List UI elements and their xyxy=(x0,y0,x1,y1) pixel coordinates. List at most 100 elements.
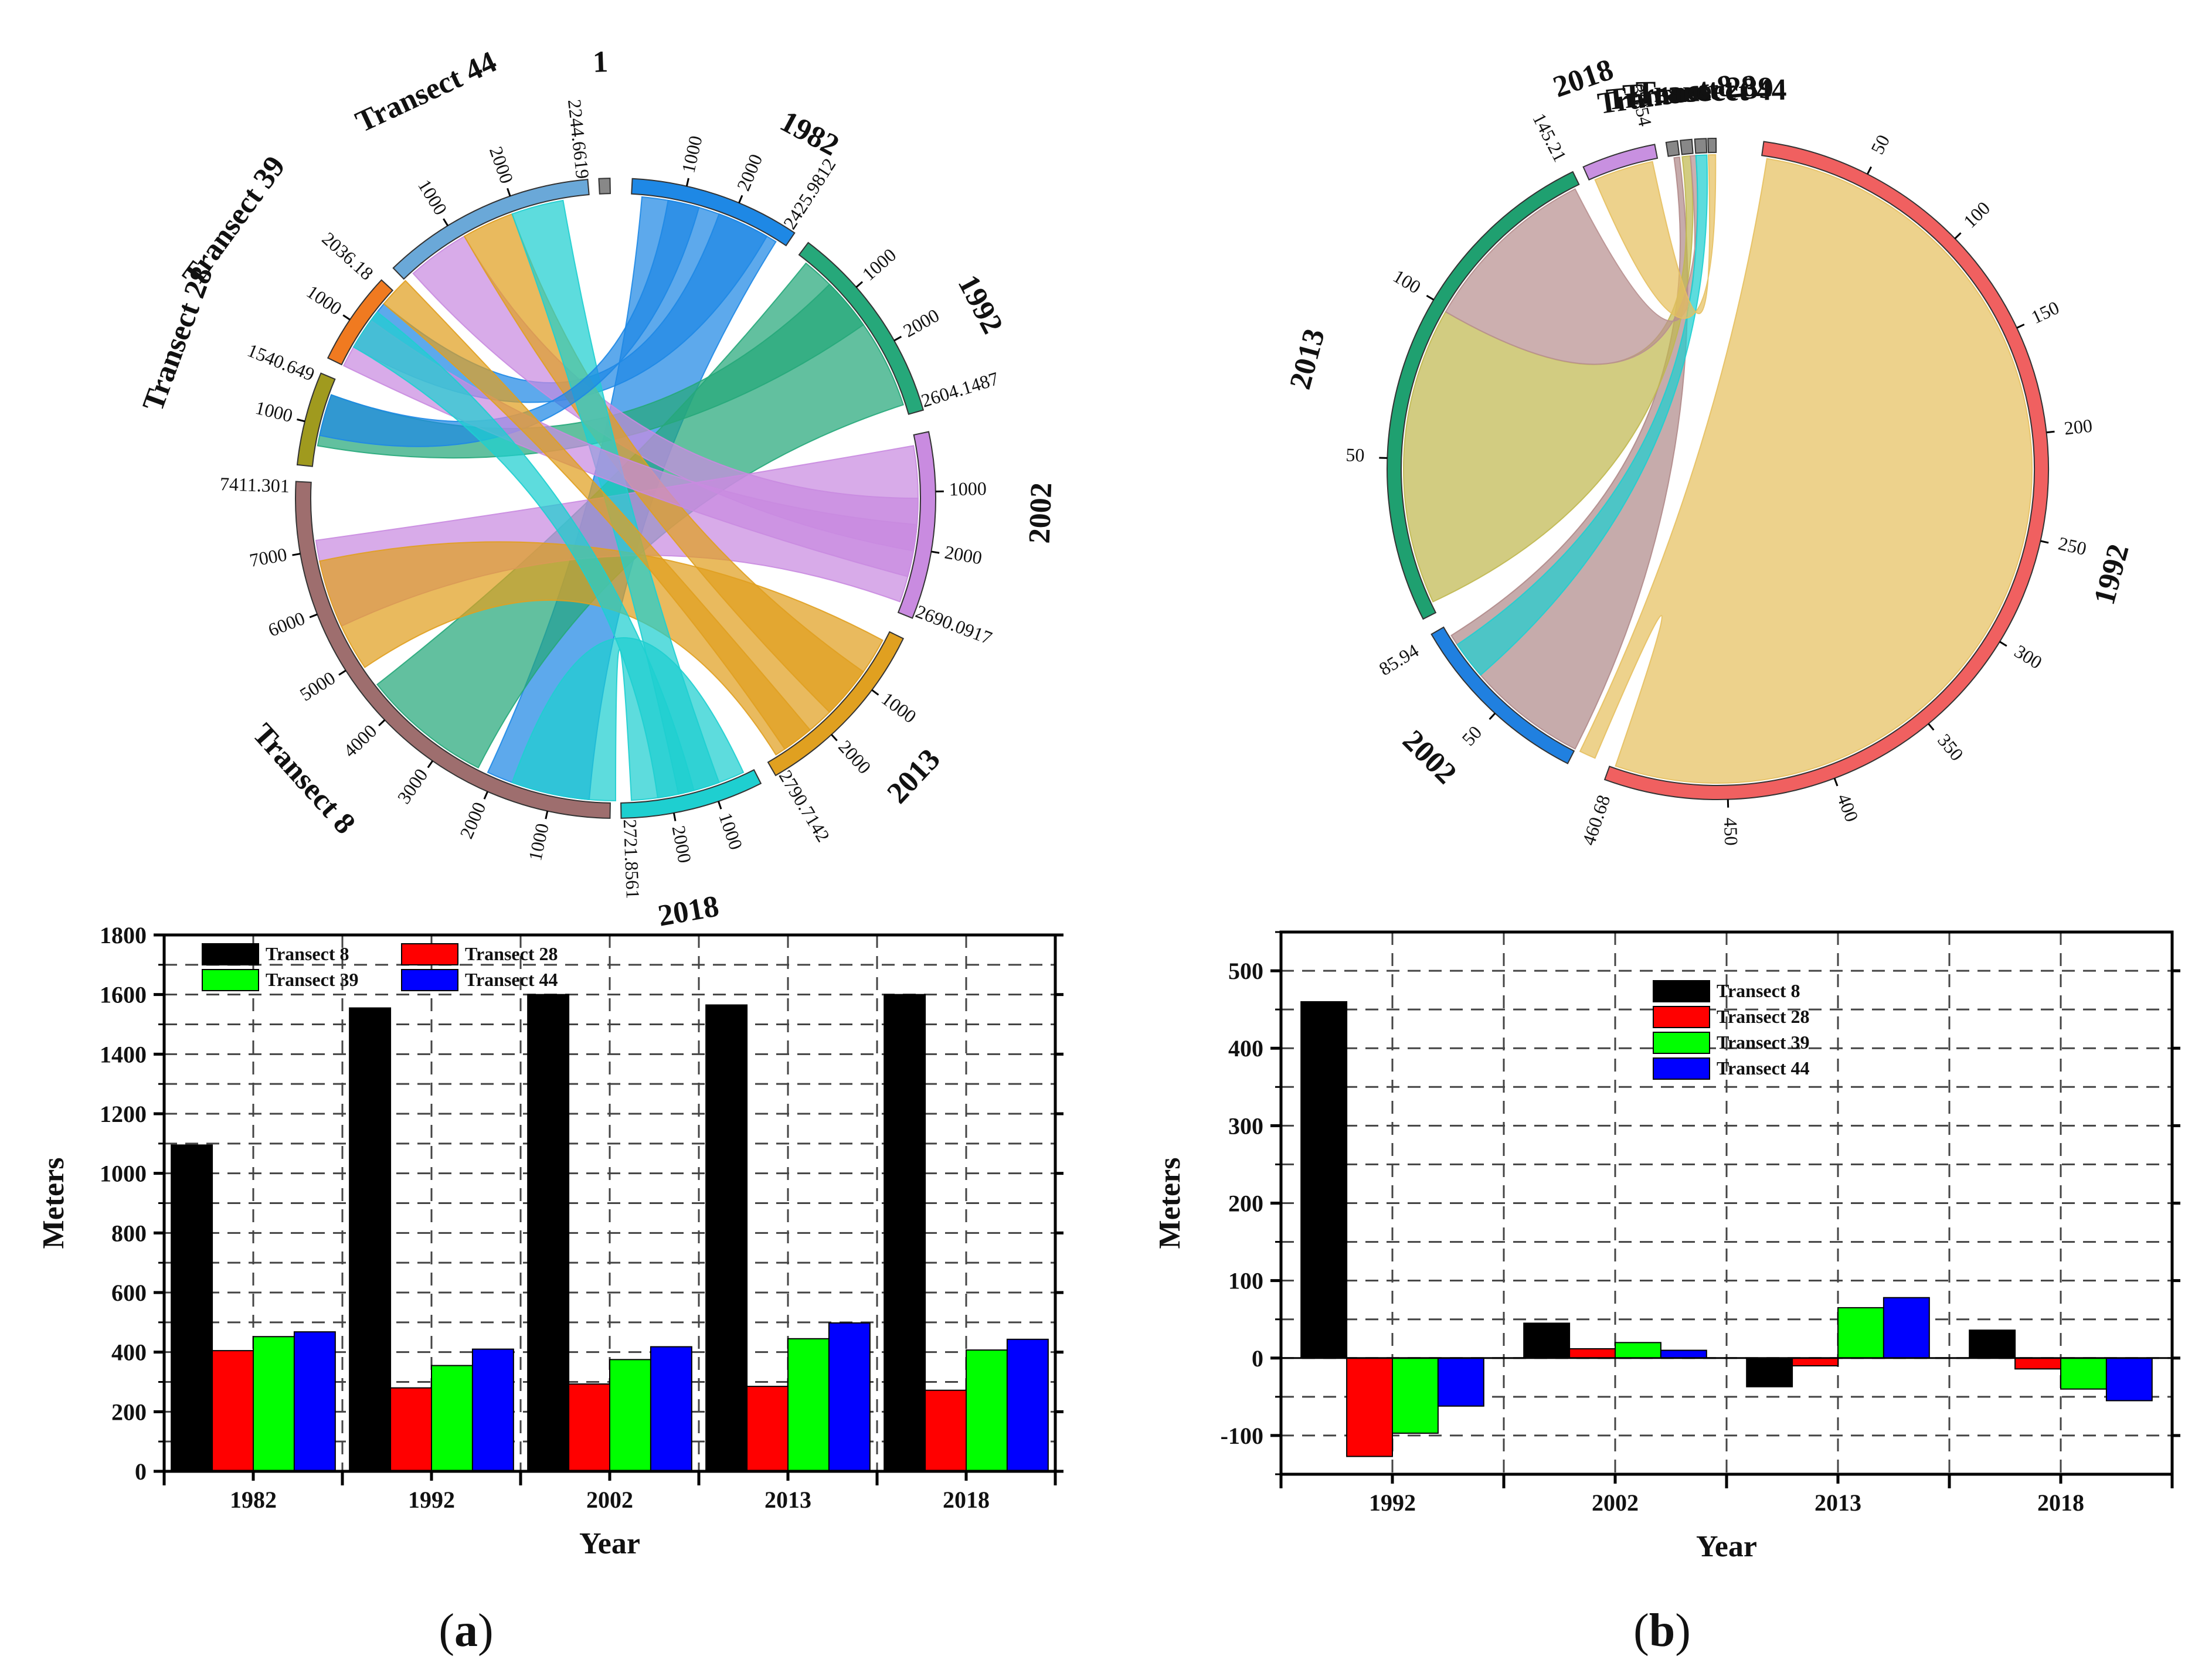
segment-tick-label: 2000 xyxy=(456,799,490,842)
segment-tick xyxy=(831,734,838,742)
chord-segment xyxy=(296,372,336,467)
segment-tick-label: 200 xyxy=(2063,415,2094,439)
y-tick-label: 1600 xyxy=(100,982,147,1008)
legend-label: Transect 39 xyxy=(266,969,358,990)
x-tick-label: 2018 xyxy=(2037,1489,2084,1516)
chord-ribbon xyxy=(342,319,918,577)
bar-transect-28-2018 xyxy=(925,1389,967,1472)
legend-swatch xyxy=(401,969,458,991)
segment-tick-label: 2000 xyxy=(943,541,984,568)
segment-tick xyxy=(685,178,689,186)
bar-transect-28-2013 xyxy=(1792,1357,1839,1366)
segment-total-label: 2036.18 xyxy=(318,228,378,284)
bar-transect-44-2018 xyxy=(2105,1357,2153,1402)
bar-transect-8-1992 xyxy=(1300,1001,1348,1359)
segment-tick-label: 2000 xyxy=(900,304,943,341)
segment-total-label: 145.21 xyxy=(1528,110,1571,165)
segment-total-label: 7411.301 xyxy=(219,473,290,496)
chord-segment xyxy=(1707,138,1717,154)
segment-tick-label: 1000 xyxy=(303,281,346,319)
x-tick-label: 1992 xyxy=(1369,1489,1416,1516)
legend-label: Transect 8 xyxy=(1717,980,1800,1001)
chord-segment xyxy=(767,631,905,777)
segment-label: Transect 39 xyxy=(176,150,291,292)
y-tick-label: 0 xyxy=(1252,1345,1263,1372)
y-tick-label: 1200 xyxy=(100,1101,147,1127)
legend-swatch xyxy=(202,969,259,991)
chord-ribbon xyxy=(1456,154,1708,676)
segment-tick xyxy=(1833,778,1839,787)
segment-tick-label: 1000 xyxy=(715,810,747,852)
chord-segment xyxy=(1387,171,1580,620)
segment-tick xyxy=(297,418,305,423)
segment-tick xyxy=(1426,294,1435,301)
segment-label: Transect 8 xyxy=(246,717,362,841)
segment-tick-label: 1000 xyxy=(858,244,900,284)
y-tick-label: 1800 xyxy=(100,922,147,948)
x-axis-title: Year xyxy=(579,1527,640,1560)
legend-swatch xyxy=(1653,1006,1710,1028)
segment-tick-label: 50 xyxy=(1457,722,1486,750)
bar-transect-28-2013 xyxy=(746,1386,789,1472)
chord-diagram-b: 199250100150200250300350400450460.682002… xyxy=(1283,53,2136,848)
segment-tick-label: 400 xyxy=(1833,791,1863,825)
segment-tick-label: 250 xyxy=(2057,532,2089,559)
bar-transect-39-2002 xyxy=(609,1359,651,1472)
chord-segment xyxy=(392,178,590,280)
chord-segment xyxy=(620,768,762,819)
bar-transect-39-2002 xyxy=(1615,1342,1661,1359)
panel-label-b: (b) xyxy=(1633,1605,1691,1657)
legend: Transect 8 Transect 28 Transect 39 Transect… xyxy=(202,943,558,991)
segment-tick-label: 2000 xyxy=(834,736,875,778)
segment-tick-label: 100 xyxy=(1959,197,1994,232)
segment-label: 1992 xyxy=(2088,540,2136,608)
bar-transect-8-2002 xyxy=(1523,1322,1571,1359)
segment-tick xyxy=(443,218,449,226)
legend-swatch xyxy=(1653,1032,1710,1054)
segment-tick-label: 50 xyxy=(1867,131,1894,158)
x-axis-title: Year xyxy=(1696,1530,1757,1563)
segment-tick xyxy=(2046,430,2055,434)
chord-segment xyxy=(1694,138,1708,154)
chord-segment xyxy=(1665,140,1680,157)
bar-transect-8-2013 xyxy=(705,1004,748,1472)
segment-tick-label: 1000 xyxy=(677,134,706,175)
chord-segment xyxy=(631,178,796,247)
segment-tick xyxy=(1954,232,1962,240)
bar-transect-8-1982 xyxy=(171,1144,213,1472)
y-tick-label: 400 xyxy=(111,1339,147,1366)
x-tick-label: 2018 xyxy=(943,1487,990,1513)
segment-tick xyxy=(2016,324,2025,329)
bar-transect-44-1982 xyxy=(293,1331,336,1472)
y-tick-label: 0 xyxy=(135,1458,147,1485)
chord-segment xyxy=(897,431,937,619)
segment-tick xyxy=(427,760,434,768)
segment-tick-label: 2000 xyxy=(485,144,518,186)
segment-tick xyxy=(1489,712,1496,720)
segment-tick-label: 2000 xyxy=(668,824,696,865)
segment-tick xyxy=(718,801,722,810)
segment-tick-label: 150 xyxy=(2028,297,2063,328)
segment-total-label: 2244.6619 xyxy=(564,98,593,180)
segment-tick xyxy=(1999,641,2007,647)
y-tick-label: 300 xyxy=(1228,1113,1263,1139)
bar-transect-28-1992 xyxy=(1346,1357,1394,1457)
segment-tick xyxy=(507,188,511,196)
y-tick-label: 500 xyxy=(1228,958,1263,984)
segment-tick-label: 1000 xyxy=(414,176,451,219)
segment-tick-label: 1000 xyxy=(949,478,987,499)
bar-transect-28-1982 xyxy=(212,1350,254,1472)
legend-swatch xyxy=(1653,1057,1710,1080)
segment-tick xyxy=(309,613,318,618)
bar-transect-44-2013 xyxy=(828,1322,871,1472)
segment-tick xyxy=(545,811,549,819)
segment-tick xyxy=(378,719,386,727)
segment-tick-label: 300 xyxy=(2011,640,2046,673)
segment-tick-label: 4000 xyxy=(339,720,380,761)
segment-label: Transect 44 xyxy=(1635,73,1787,109)
segment-label: 2013 xyxy=(1283,325,1331,393)
segment-tick xyxy=(738,195,743,203)
x-tick-label: 2013 xyxy=(1815,1489,1861,1516)
segment-tick-label: 5000 xyxy=(296,667,339,705)
